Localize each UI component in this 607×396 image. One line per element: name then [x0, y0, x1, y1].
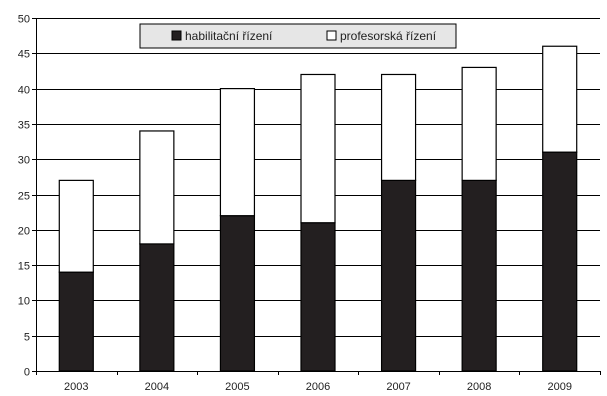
- y-tick-label: 30: [18, 155, 30, 167]
- bar-segment-series-0: [542, 151, 578, 372]
- x-tick-label: 2007: [386, 381, 410, 393]
- y-tick-labels: 0 5 10 15 20 25 30 35 40 45 50: [18, 14, 30, 379]
- y-tick-label: 10: [18, 296, 30, 308]
- y-tick-label: 45: [18, 49, 30, 61]
- bar-segment-series-1: [380, 73, 417, 181]
- y-tick-label: 25: [18, 191, 30, 203]
- bar-segment-series-0: [300, 222, 336, 372]
- x-tick-label: 2008: [467, 381, 491, 393]
- bar-segment-series-0: [219, 215, 256, 372]
- y-tick-label: 20: [18, 226, 30, 238]
- legend-swatch: [326, 30, 337, 41]
- legend-swatch: [171, 30, 182, 41]
- legend-label: profesorská řízení: [340, 29, 437, 43]
- bar-segment-series-0: [58, 271, 94, 372]
- y-tick-label: 5: [24, 332, 30, 344]
- bar-segment-series-1: [139, 130, 175, 245]
- x-tick-labels: 2003 2004 2005 2006 2007 2008 2009: [64, 381, 572, 393]
- bar-segment-series-1: [542, 45, 578, 153]
- x-tick-label: 2006: [306, 381, 330, 393]
- y-tick-label: 40: [18, 85, 30, 97]
- legend: habilitační řízení profesorská řízení: [139, 23, 457, 49]
- bar-segment-series-1: [58, 179, 94, 273]
- bar-segment-series-1: [219, 87, 256, 217]
- y-tick-label: 35: [18, 120, 30, 132]
- y-tick-label: 50: [18, 14, 30, 26]
- bar-segment-series-1: [461, 66, 497, 181]
- bar-segment-series-0: [139, 243, 175, 372]
- bar-segment-series-0: [461, 179, 497, 372]
- x-tick-label: 2005: [225, 381, 249, 393]
- axes: [32, 18, 601, 375]
- x-tick-label: 2004: [145, 381, 169, 393]
- legend-box: [139, 23, 457, 49]
- y-tick-label: 0: [24, 367, 30, 379]
- bar-segment-series-1: [300, 73, 336, 224]
- legend-label: habilitační řízení: [185, 29, 273, 43]
- y-tick-label: 15: [18, 261, 30, 273]
- bars: [58, 45, 578, 372]
- x-tick-label: 2003: [64, 381, 88, 393]
- x-tick-label: 2009: [547, 381, 571, 393]
- bar-segment-series-0: [380, 179, 417, 372]
